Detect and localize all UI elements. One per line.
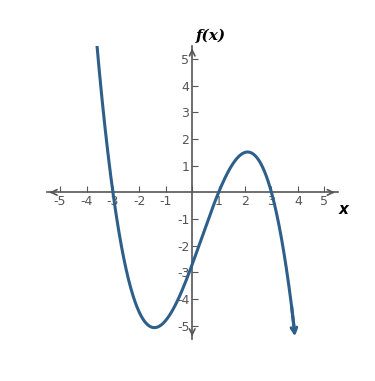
Text: x: x: [339, 202, 349, 217]
Text: f(x): f(x): [196, 29, 226, 43]
